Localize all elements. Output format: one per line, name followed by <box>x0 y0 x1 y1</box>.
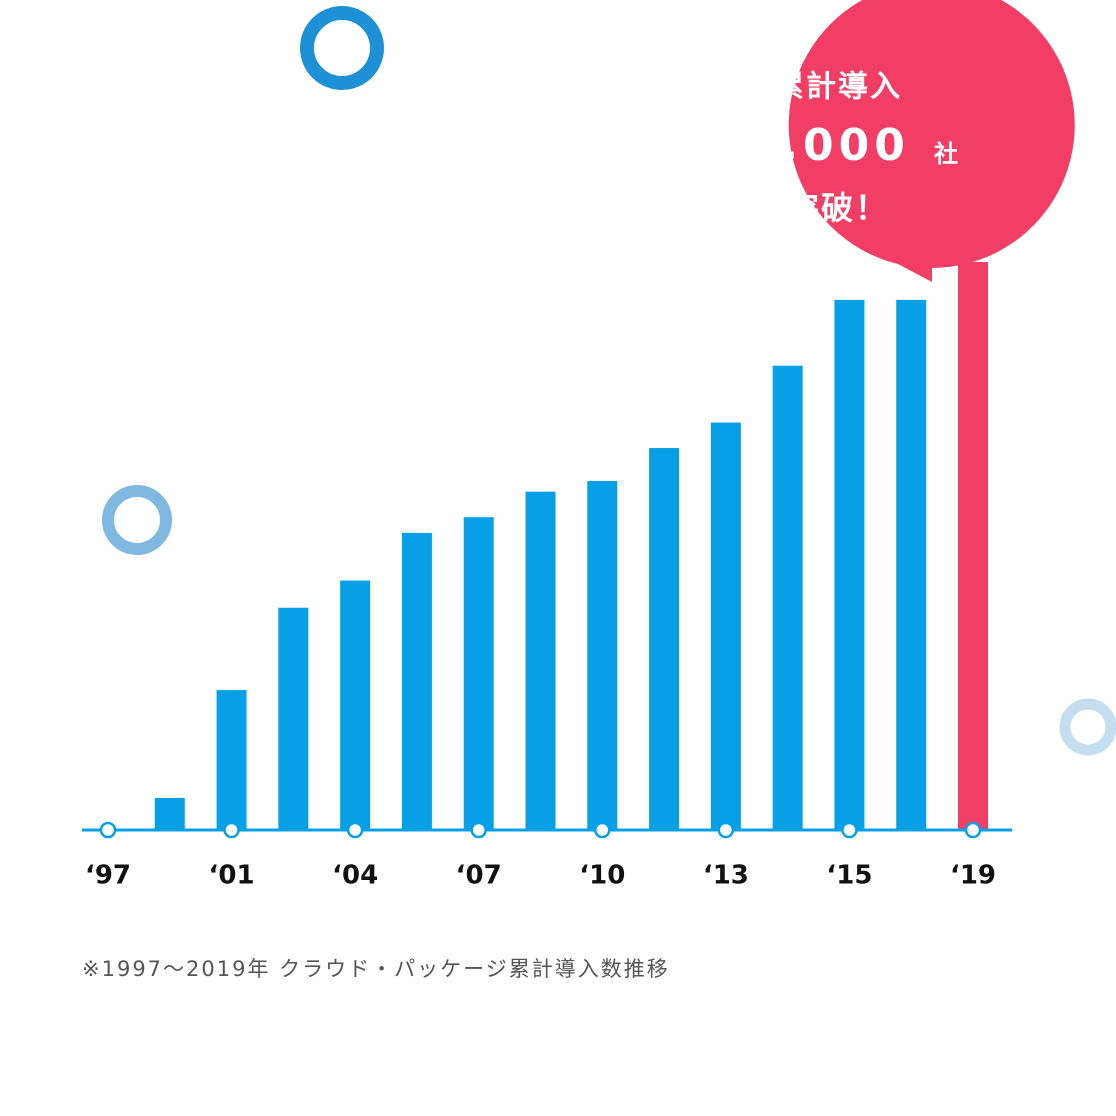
tick-dot <box>346 821 364 839</box>
value-label: 69,000 <box>710 120 910 171</box>
tick-dot <box>841 821 858 839</box>
x-tick-label: ‘19 <box>950 861 996 891</box>
tick-dot <box>470 821 487 839</box>
tick-dot <box>964 821 982 839</box>
x-tick-label: ‘97 <box>85 861 131 891</box>
bar <box>587 480 618 830</box>
speech-bubble <box>788 0 1075 282</box>
x-tick-label: ‘15 <box>826 861 872 891</box>
bar <box>278 607 309 830</box>
decor-circle <box>102 485 172 555</box>
annotation: 突破！ <box>787 189 889 227</box>
decor-circle <box>300 6 384 90</box>
tick-dot <box>223 821 240 839</box>
tick-dot <box>99 821 117 839</box>
decor-circle <box>1059 698 1116 756</box>
bar <box>525 491 556 830</box>
tick-dot <box>594 821 611 839</box>
bar <box>340 580 371 830</box>
annotation: 累計導入 <box>774 70 902 105</box>
x-tick-label: ‘04 <box>332 861 378 891</box>
bar <box>772 365 803 830</box>
bar <box>710 422 741 830</box>
bar <box>958 262 988 830</box>
bar <box>154 797 185 830</box>
bar <box>401 532 432 830</box>
bar <box>834 299 865 830</box>
annotation: 社 <box>934 140 958 168</box>
x-tick-label: ‘10 <box>579 861 625 891</box>
x-tick-label: ‘13 <box>703 861 749 891</box>
x-tick-label: ‘01 <box>209 861 255 891</box>
bar <box>216 690 247 830</box>
bar <box>896 299 927 830</box>
bar <box>649 448 680 830</box>
x-tick-label: ‘07 <box>456 861 502 891</box>
bar <box>463 517 494 830</box>
tick-dot <box>717 821 735 839</box>
footnote: ※1997〜2019年 クラウド・パッケージ累計導入数推移 <box>82 957 670 981</box>
